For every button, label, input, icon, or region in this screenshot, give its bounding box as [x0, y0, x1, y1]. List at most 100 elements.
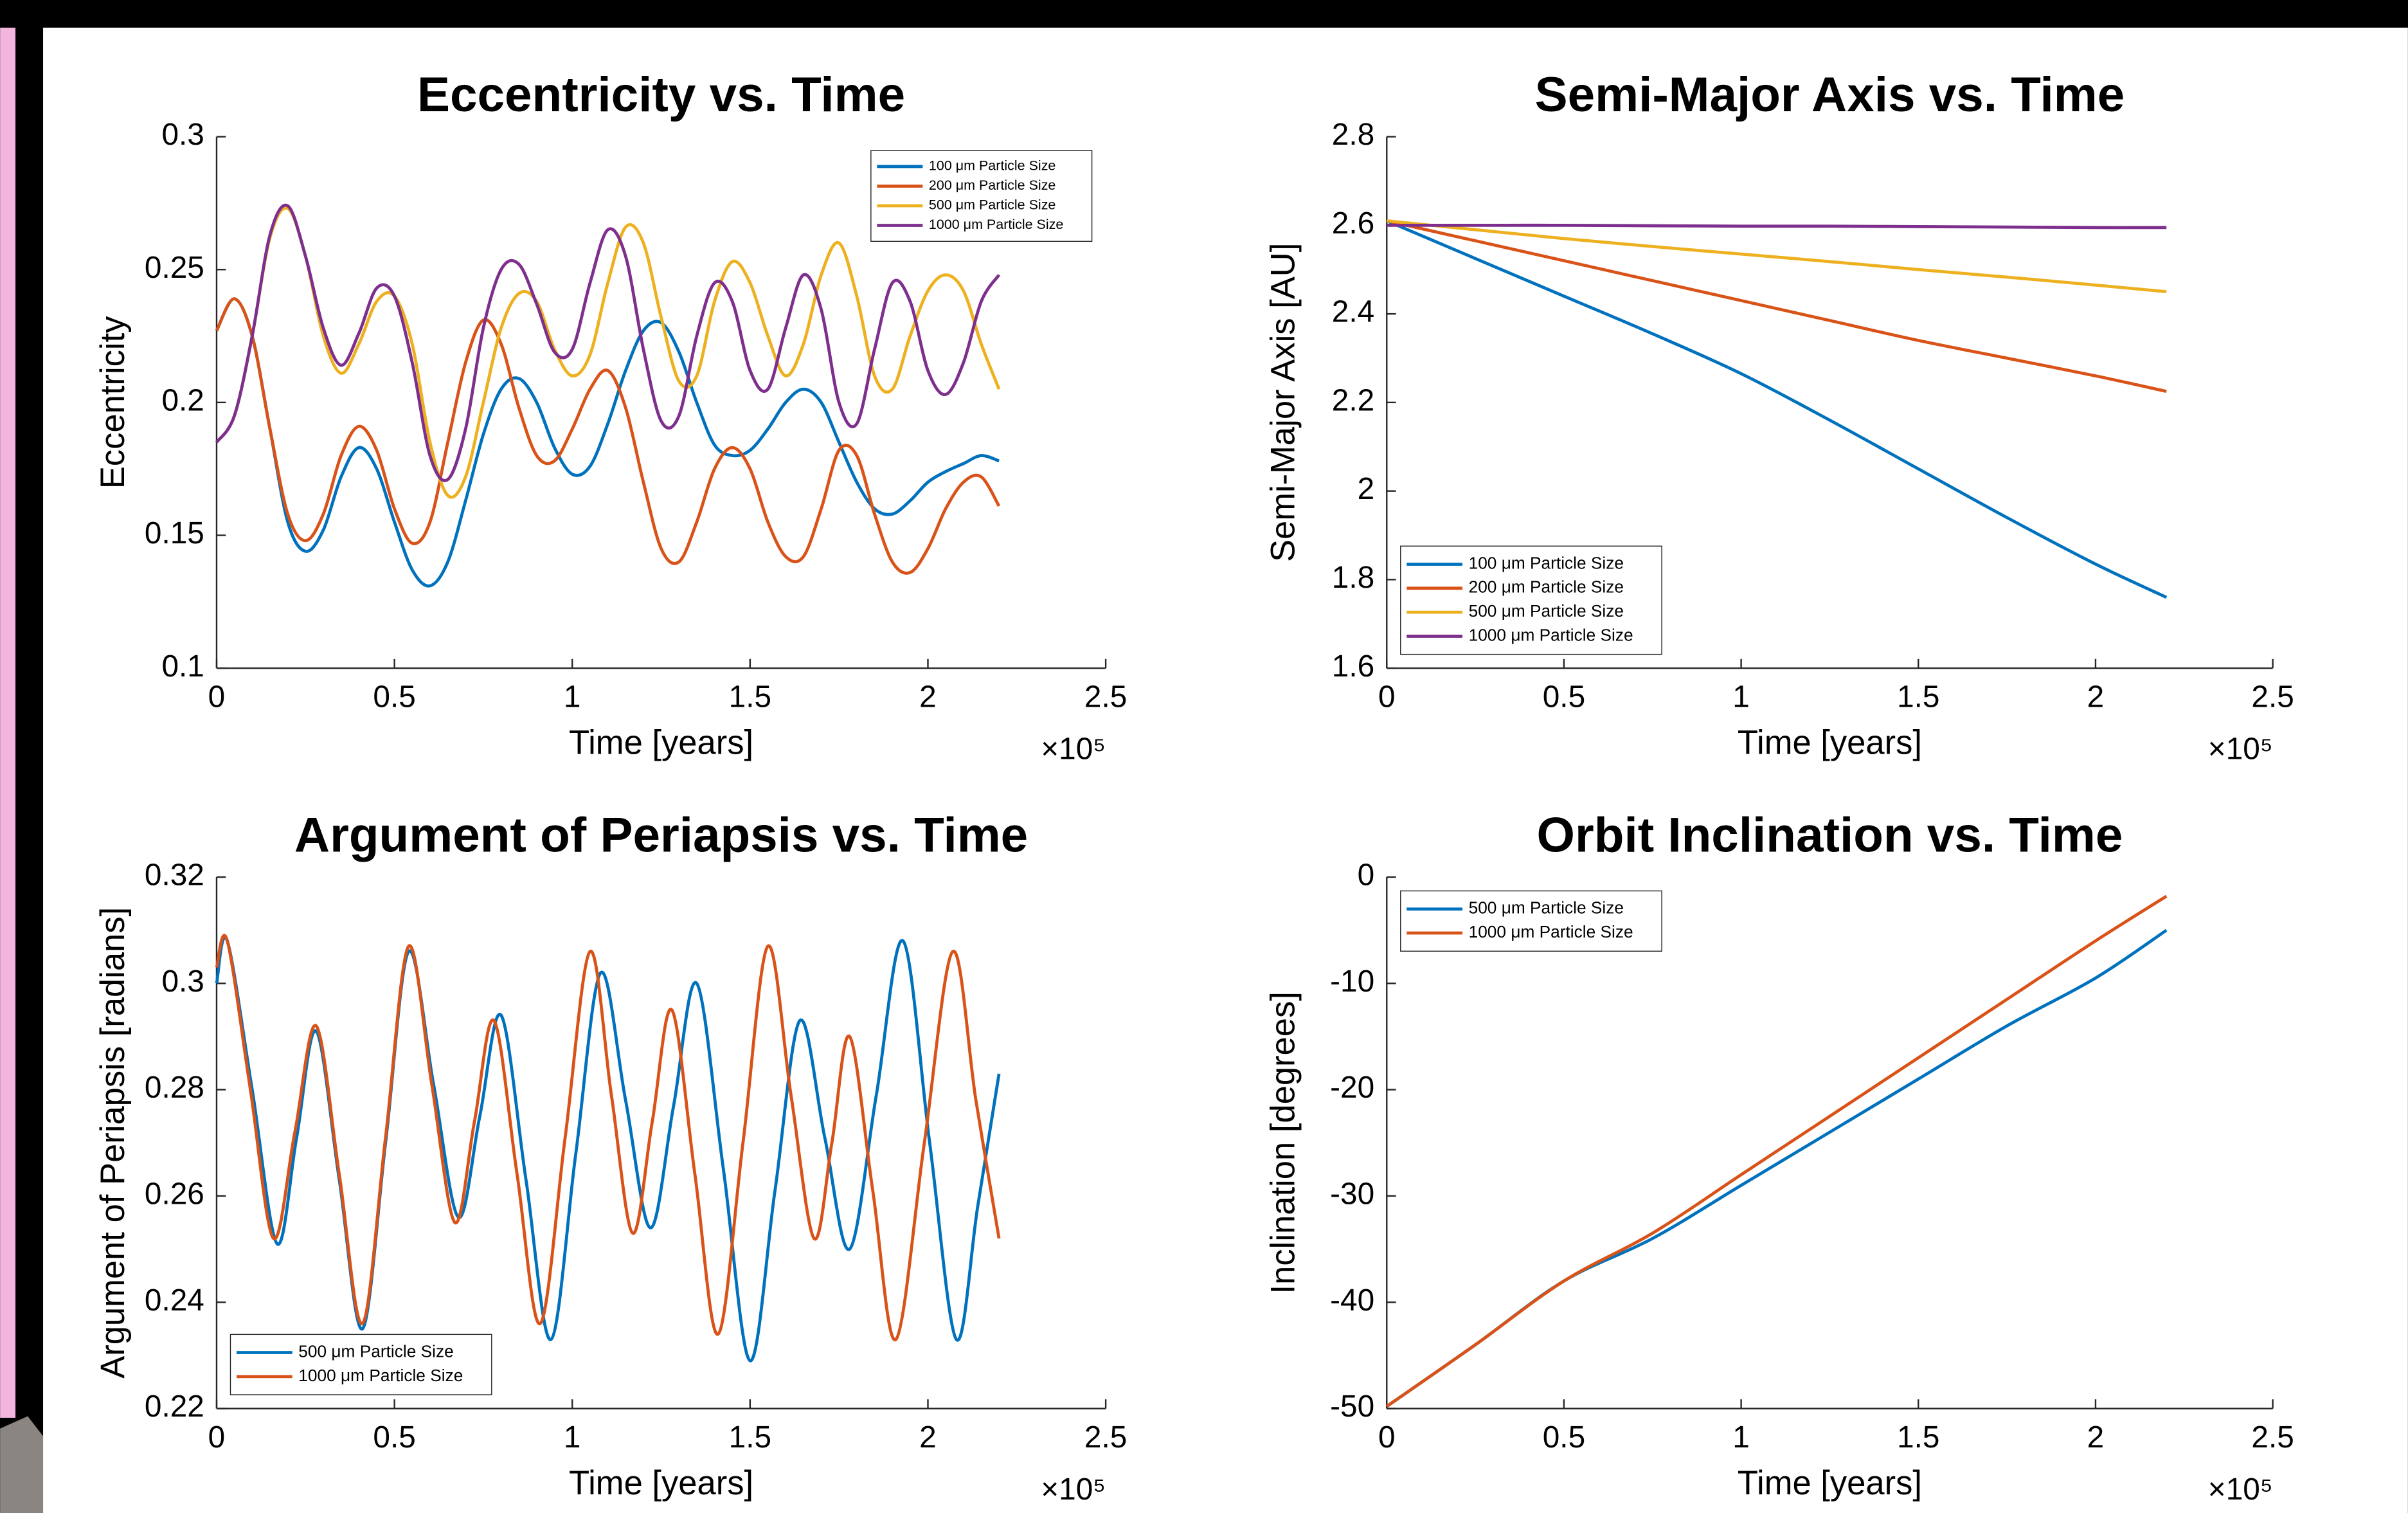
x-axis-label: Time [years]	[1738, 1464, 1922, 1502]
y-tick-label: 2.4	[1332, 295, 1374, 329]
x-scale-label: ×10⁵	[2208, 1472, 2273, 1507]
y-axis-label: Argument of Periapsis [radians]	[94, 907, 132, 1379]
legend-label: 1000 μm Particle Size	[1469, 625, 1633, 644]
x-tick-label: 1	[1732, 1420, 1750, 1454]
x-axis-label: Time [years]	[569, 723, 753, 761]
x-tick-label: 0	[208, 1420, 226, 1454]
x-tick-label: 2	[919, 1420, 937, 1454]
chart-title: Semi-Major Axis vs. Time	[1535, 68, 2125, 122]
x-tick-label: 1.5	[1897, 680, 1939, 714]
y-tick-label: 0.28	[145, 1071, 204, 1105]
x-axis-label: Time [years]	[569, 1464, 753, 1502]
x-tick-label: 1.5	[729, 680, 771, 714]
legend: 500 μm Particle Size 1000 μm Particle Siz…	[229, 1334, 492, 1395]
legend-box	[229, 1334, 492, 1395]
figure-panel	[43, 27, 2408, 1513]
legend-label: 200 μm Particle Size	[929, 177, 1056, 193]
y-tick-label: -30	[1330, 1177, 1374, 1211]
chart-title: Orbit Inclination vs. Time	[1537, 808, 2123, 862]
x-tick-label: 2	[2087, 680, 2105, 714]
y-tick-label: -10	[1330, 965, 1374, 999]
data-line	[1386, 219, 2168, 599]
x-tick-label: 0.5	[1543, 1420, 1585, 1454]
data-line	[1387, 219, 2167, 294]
x-tick-label: 2.5	[1084, 680, 1127, 714]
y-tick-label: 0.24	[145, 1283, 204, 1318]
side-strip	[0, 27, 16, 1418]
chart: Semi-Major Axis vs. Time Time [years] Semi…	[1264, 68, 2294, 766]
y-tick-label: 1.6	[1332, 649, 1374, 684]
legend-box	[1400, 890, 1662, 952]
data-line	[215, 206, 1001, 499]
y-axis-label: Eccentricity	[94, 316, 132, 489]
chart-title: Argument of Periapsis vs. Time	[294, 808, 1028, 862]
legend-label: 100 μm Particle Size	[929, 158, 1056, 174]
x-scale-label: ×10⁵	[1041, 732, 1106, 766]
y-tick-label: 0.2	[161, 383, 204, 417]
y-tick-label: 0.22	[145, 1390, 204, 1424]
y-tick-label: 0	[1358, 858, 1375, 892]
x-tick-label: 2.5	[2251, 680, 2294, 714]
x-tick-label: 0.5	[1543, 680, 1585, 714]
legend-label: 1000 μm Particle Size	[298, 1366, 463, 1385]
x-tick-label: 0	[1378, 680, 1396, 714]
x-tick-label: 1	[1732, 680, 1750, 714]
chart-title: Eccentricity vs. Time	[417, 68, 905, 122]
y-tick-label: -40	[1330, 1283, 1374, 1318]
legend-label: 100 μm Particle Size	[1469, 553, 1624, 572]
legend: 100 μm Particle Size 200 μm Particle Size…	[1400, 545, 1662, 655]
x-tick-label: 1.5	[729, 1420, 771, 1454]
y-tick-label: 0.25	[145, 251, 204, 285]
chart: Argument of Periapsis vs. Time Time [year…	[94, 808, 1127, 1507]
legend-label: 500 μm Particle Size	[298, 1341, 453, 1361]
y-tick-label: 2.2	[1332, 383, 1374, 417]
y-axis-label: Semi-Major Axis [AU]	[1264, 243, 1302, 562]
y-tick-label: 0.26	[145, 1177, 204, 1211]
x-tick-label: 1.5	[1897, 1420, 1939, 1454]
legend-label: 500 μm Particle Size	[929, 197, 1056, 213]
legend: 100 μm Particle Size 200 μm Particle Size…	[870, 150, 1093, 242]
y-tick-label: -50	[1330, 1390, 1374, 1424]
y-axis-label: Inclination [degrees]	[1264, 992, 1302, 1294]
x-tick-label: 0.5	[373, 1420, 415, 1454]
y-tick-label: 0.3	[161, 118, 204, 152]
data-line	[215, 203, 1001, 482]
x-tick-label: 0	[1378, 1420, 1396, 1454]
legend-label: 1000 μm Particle Size	[1469, 922, 1633, 941]
legend-label: 200 μm Particle Size	[1469, 577, 1624, 597]
legend-label: 500 μm Particle Size	[1469, 898, 1624, 918]
data-line	[1386, 219, 2167, 393]
y-tick-label: 1.8	[1332, 561, 1374, 595]
y-tick-label: -20	[1330, 1071, 1374, 1105]
y-tick-label: 2.8	[1332, 118, 1374, 152]
x-tick-label: 0.5	[373, 680, 415, 714]
data-line	[215, 297, 1000, 588]
chart: Orbit Inclination vs. Time Time [years] In…	[1264, 808, 2294, 1507]
legend: 500 μm Particle Size 1000 μm Particle Siz…	[1400, 890, 1662, 952]
data-line	[1385, 894, 2168, 1408]
data-line	[1387, 223, 2167, 230]
x-tick-label: 2.5	[2251, 1420, 2294, 1454]
x-axis-label: Time [years]	[1738, 723, 1922, 761]
y-tick-label: 0.3	[161, 965, 204, 999]
x-scale-label: ×10⁵	[1041, 1472, 1106, 1507]
x-tick-label: 1	[564, 1420, 581, 1454]
y-tick-label: 0.32	[145, 858, 204, 892]
corner-image	[0, 1416, 44, 1513]
data-line	[215, 297, 1001, 575]
data-line	[215, 934, 1001, 1341]
chart: Eccentricity vs. Time Time [years] Eccentr…	[94, 68, 1127, 766]
legend-label: 500 μm Particle Size	[1469, 601, 1624, 621]
x-tick-label: 2.5	[1084, 1420, 1127, 1454]
y-tick-label: 0.1	[161, 649, 204, 684]
x-tick-label: 2	[2087, 1420, 2105, 1454]
x-tick-label: 2	[919, 680, 937, 714]
x-scale-label: ×10⁵	[2208, 732, 2273, 766]
y-tick-label: 0.15	[145, 516, 204, 550]
x-tick-label: 0	[208, 680, 226, 714]
x-tick-label: 1	[564, 680, 581, 714]
legend-label: 1000 μm Particle Size	[929, 217, 1063, 232]
y-tick-label: 2	[1358, 472, 1375, 506]
